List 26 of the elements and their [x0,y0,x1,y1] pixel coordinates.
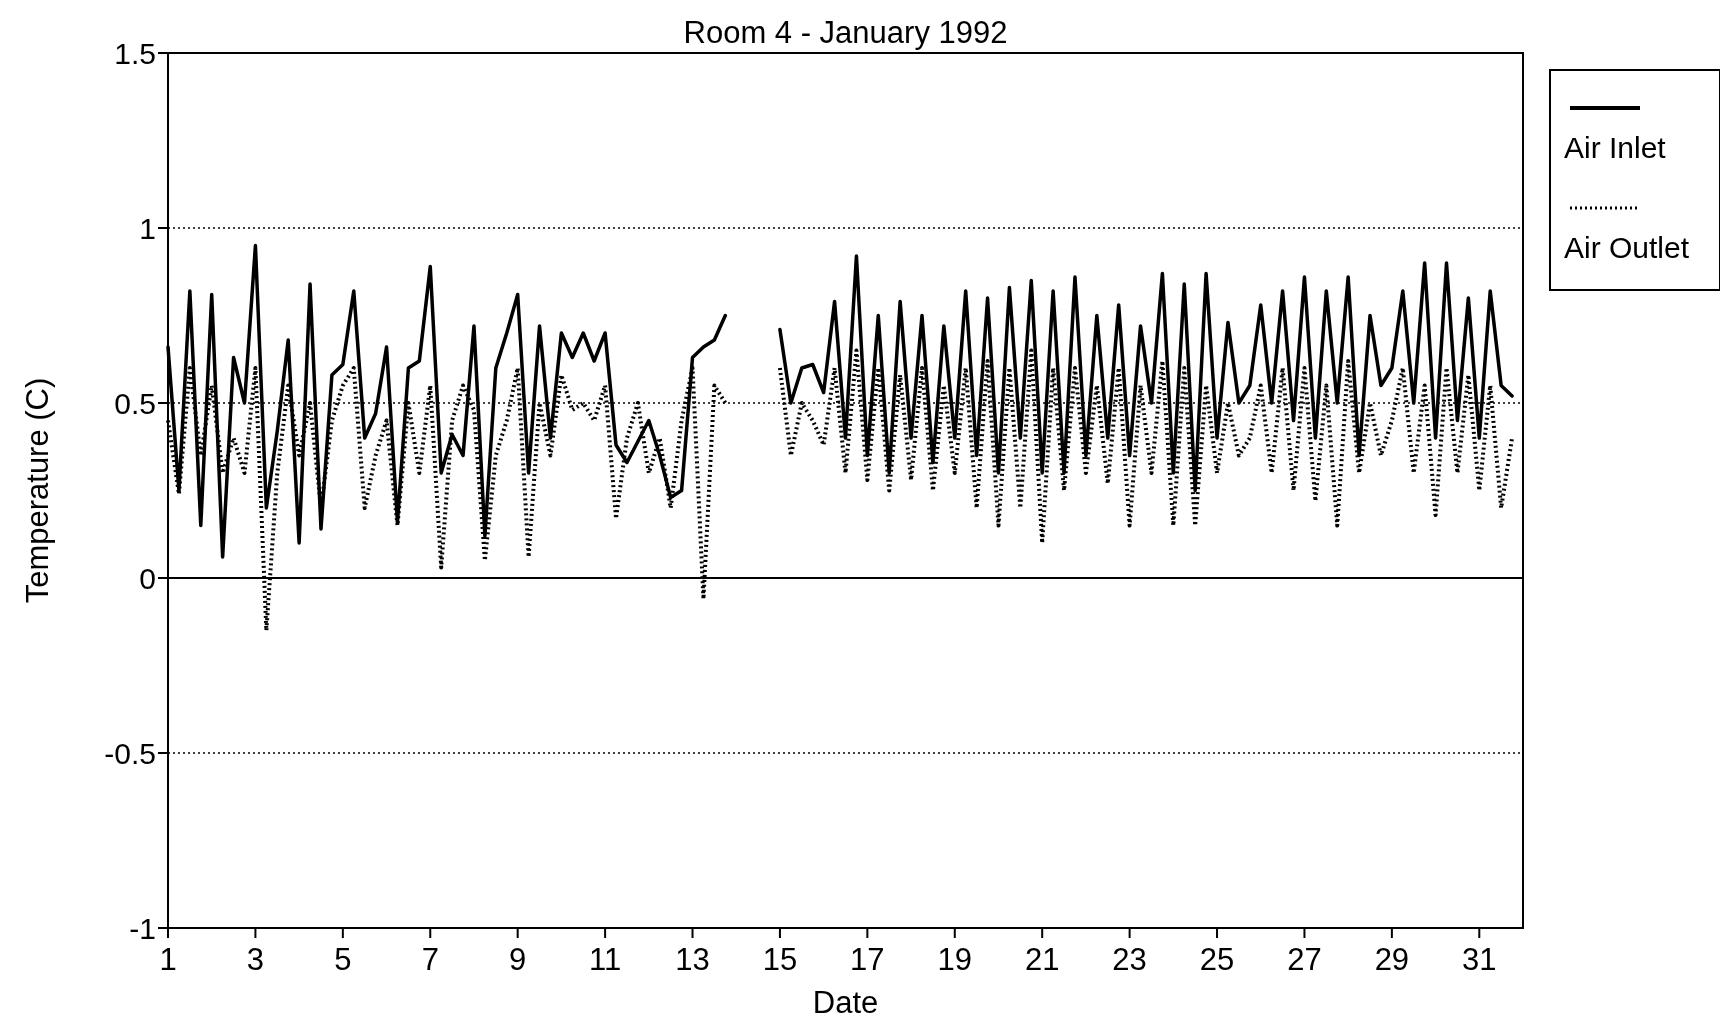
legend-label: Air Outlet [1564,231,1690,264]
x-tick-label: 29 [1374,942,1410,977]
x-tick-label: 23 [1112,942,1147,977]
x-tick-label: 11 [589,942,622,977]
y-tick-label: 0.5 [114,386,156,420]
x-tick-label: 15 [762,942,798,977]
y-axis-title: Temperature (C) [20,377,55,604]
x-tick-label: 19 [937,942,973,977]
legend-label: Air Inlet [1564,131,1667,164]
x-tick-label: 27 [1287,942,1322,977]
y-tick-label: 0 [139,561,156,595]
chart-title: Room 4 - January 1992 [683,15,1008,50]
x-tick-label: 13 [675,942,710,977]
x-tick-label: 5 [334,942,352,977]
x-tick-label: 21 [1024,942,1060,977]
y-tick-label: -1 [129,911,156,945]
x-tick-label: 3 [246,942,265,977]
x-tick-label: 9 [509,942,527,977]
x-tick-label: 7 [421,942,439,977]
x-tick-label: 31 [1462,942,1497,977]
y-tick-label: -0.5 [104,736,156,770]
y-tick-label: 1.5 [114,36,156,70]
y-tick-label: 1 [139,211,156,245]
x-axis-title: Date [812,985,879,1020]
x-tick-label: 17 [850,942,885,977]
x-tick-label: 25 [1199,942,1235,977]
